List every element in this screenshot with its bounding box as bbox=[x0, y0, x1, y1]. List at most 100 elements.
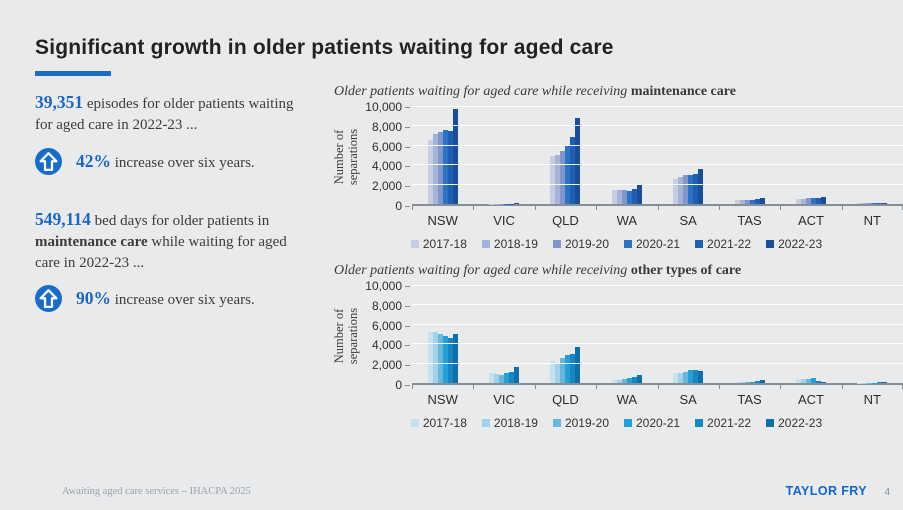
legend-swatch bbox=[481, 240, 490, 248]
bar-group bbox=[596, 286, 657, 383]
chart-bar bbox=[857, 203, 863, 204]
legend-label: 2020-21 bbox=[636, 416, 681, 430]
chart-bar bbox=[452, 333, 458, 383]
chart-bar bbox=[575, 347, 581, 383]
chart-bar bbox=[693, 173, 699, 204]
legend-label: 2018-19 bbox=[493, 237, 538, 251]
chart-bar bbox=[442, 336, 448, 383]
chart-bar bbox=[504, 373, 510, 383]
bar-group bbox=[658, 286, 719, 383]
stat-number: 39,351 bbox=[35, 92, 84, 112]
bar-group bbox=[780, 107, 841, 204]
chart-body: Number of separations 0 2,000 4,000 6,000 8,0… bbox=[330, 280, 903, 407]
legend: 2017-18 2018-19 2019-20 2020-21 2021-22 2022-… bbox=[330, 237, 903, 251]
plot-column: NSW VIC QLD WA SA TAS ACT NT bbox=[412, 106, 903, 228]
chart-bar bbox=[550, 155, 556, 204]
legend-label: 2020-21 bbox=[636, 237, 681, 251]
bar-group bbox=[535, 107, 596, 204]
legend-label: 2017-18 bbox=[422, 237, 467, 251]
x-axis-label: NSW bbox=[427, 213, 458, 228]
percent-description: increase over six years. bbox=[111, 292, 255, 309]
y-tick-label: 8,000 bbox=[371, 119, 411, 134]
legend-swatch bbox=[766, 419, 775, 427]
y-tick-label: 10,000 bbox=[365, 100, 410, 114]
chart-bar bbox=[452, 108, 458, 204]
chart-bar bbox=[570, 353, 576, 383]
y-tick-label: 10,000 bbox=[365, 279, 410, 293]
chart-bar bbox=[636, 184, 642, 204]
percent-row: 42% increase over six years. bbox=[35, 147, 320, 175]
y-axis-label-line1: Number of bbox=[332, 129, 346, 184]
x-tick-mark bbox=[534, 206, 536, 210]
bar-group bbox=[412, 107, 473, 204]
chart-bar bbox=[678, 176, 684, 204]
legend-swatch bbox=[624, 240, 632, 248]
y-axis-label-line2: separations bbox=[346, 128, 360, 185]
bar-group bbox=[658, 107, 719, 204]
stat-text: 39,351 episodes for older patients waiti… bbox=[35, 90, 297, 137]
chart-bar bbox=[673, 373, 679, 383]
chart-bar bbox=[626, 378, 632, 383]
chart-bar bbox=[734, 200, 740, 204]
x-tick-mark bbox=[657, 206, 659, 210]
chart-other-care: Older patients waiting for aged care whi… bbox=[330, 263, 903, 430]
bar-group bbox=[473, 286, 534, 383]
y-tick-label: 0 bbox=[395, 378, 410, 392]
legend-swatch bbox=[766, 240, 775, 248]
x-axis-label: TAS bbox=[737, 213, 762, 228]
stat-description: episodes for older patients waiting for … bbox=[35, 96, 294, 134]
footer-source-text: Awaiting aged care services – IHACPA 202… bbox=[62, 486, 251, 497]
x-axis-label: SA bbox=[679, 213, 697, 228]
gridline bbox=[412, 285, 903, 286]
plot-area bbox=[412, 106, 903, 206]
chart-title-italic: Older patients waiting for aged care whi… bbox=[334, 84, 631, 99]
chart-bar bbox=[744, 381, 750, 383]
chart-bar bbox=[621, 379, 627, 383]
percent-number: 42% bbox=[76, 150, 111, 171]
legend-label: 2018-19 bbox=[493, 416, 538, 430]
plot-column: NSW VIC QLD WA SA TAS ACT NT bbox=[412, 285, 903, 407]
chart-bar bbox=[693, 369, 699, 383]
y-axis-label-wrap: Number of separations bbox=[330, 286, 362, 385]
x-tick-mark bbox=[780, 206, 782, 210]
legend-item: 2019-20 bbox=[552, 416, 609, 430]
legend-label: 2021-22 bbox=[707, 237, 752, 251]
chart-bar bbox=[872, 203, 878, 204]
y-ticks: 0 2,000 4,000 6,000 8,000 10,000 bbox=[362, 101, 412, 212]
x-labels: NSW VIC QLD WA SA TAS ACT NT bbox=[412, 213, 903, 228]
chart-bar bbox=[575, 117, 581, 204]
chart-bar bbox=[514, 366, 520, 383]
legend-swatch bbox=[410, 419, 419, 427]
legend-swatch bbox=[552, 240, 561, 248]
chart-title-bold: maintenance care bbox=[630, 84, 736, 99]
percent-text: 90% increase over six years. bbox=[76, 288, 255, 309]
chart-bar bbox=[805, 378, 811, 383]
x-axis-label: NSW bbox=[427, 392, 458, 407]
legend-item: 2017-18 bbox=[410, 237, 467, 251]
x-axis-label: SA bbox=[679, 392, 697, 407]
legend-item: 2018-19 bbox=[481, 237, 538, 251]
chart-bar bbox=[555, 363, 561, 383]
y-tick-label: 6,000 bbox=[371, 318, 411, 333]
x-tick-mark bbox=[596, 206, 598, 210]
y-axis-label: Number of separations bbox=[332, 128, 360, 184]
y-axis-label: Number of separations bbox=[332, 307, 360, 363]
chart-bar bbox=[739, 381, 745, 383]
y-tick-label: 8,000 bbox=[371, 298, 411, 313]
x-labels: NSW VIC QLD WA SA TAS ACT NT bbox=[412, 392, 903, 407]
y-axis-label-line1: Number of bbox=[332, 308, 346, 363]
chart-bar bbox=[427, 139, 433, 204]
legend-item: 2020-21 bbox=[624, 416, 680, 430]
chart-bar bbox=[882, 382, 888, 383]
chart-bar bbox=[698, 169, 704, 204]
chart-bar bbox=[683, 174, 689, 204]
legend-swatch bbox=[481, 419, 490, 427]
x-tick-mark bbox=[596, 385, 598, 389]
chart-bar bbox=[795, 198, 801, 204]
stat-bold-phrase: maintenance care bbox=[35, 233, 148, 250]
title-accent-bar bbox=[35, 71, 111, 76]
legend-swatch bbox=[410, 240, 419, 248]
x-axis-label: QLD bbox=[552, 392, 579, 407]
x-axis-label: NT bbox=[863, 213, 881, 228]
page-number: 4 bbox=[884, 487, 890, 498]
